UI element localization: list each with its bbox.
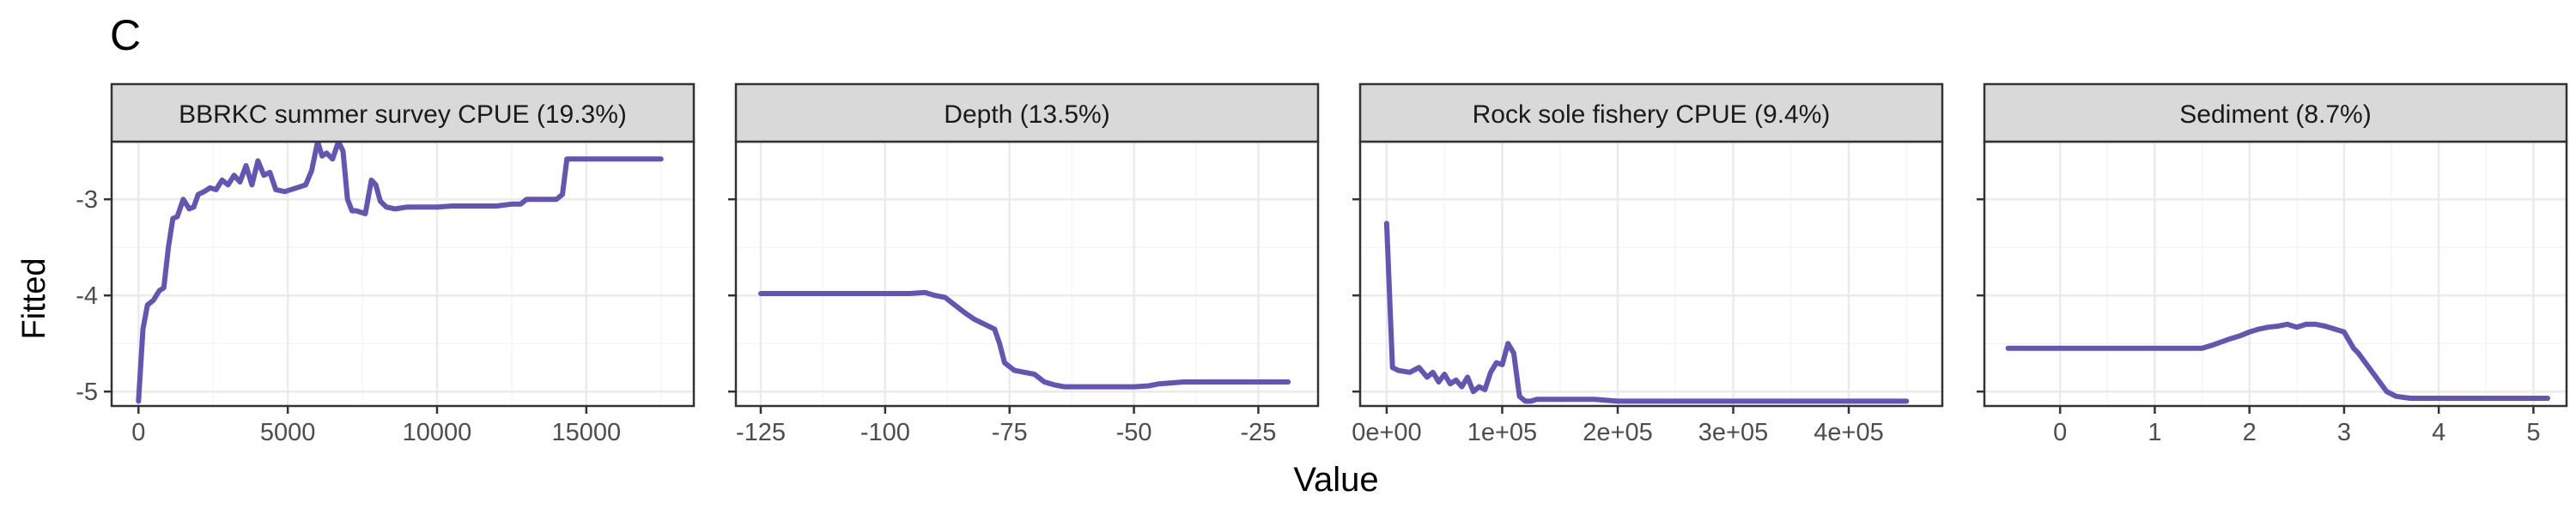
facet-panel-2: Depth (13.5%) -125 -100 -75 -50 -25 (728, 82, 1320, 446)
x-tick-label: -75 (992, 419, 1028, 446)
y-tick-label: -4 (76, 282, 98, 310)
y-tick-label: -3 (76, 186, 98, 214)
x-tick-label: 0 (131, 419, 145, 446)
x-tick-label: 4 (2432, 419, 2445, 446)
x-axis-title: Value (1293, 461, 1378, 499)
series-line (2005, 321, 2550, 401)
facet-panels: BBRKC summer survey CPUE (19.3%)0 5000 100… (76, 82, 2568, 446)
facet-strip-label: Sediment (8.7%) (2179, 100, 2371, 129)
facet-panel-3: Rock sole fishery CPUE (9.4%) 0e+00 1e+05 2… (1352, 82, 1944, 446)
x-tick-label: -125 (736, 419, 786, 446)
x-tick-label: 15000 (552, 419, 622, 446)
plot-area (1360, 142, 1942, 406)
facet-panel-1: BBRKC summer survey CPUE (19.3%) 0 5000 100… (76, 82, 696, 446)
x-tick-label: 2e+05 (1583, 419, 1652, 446)
plot-area (1984, 142, 2567, 406)
x-tick-label: 2 (2243, 419, 2257, 446)
x-tick-label: 5000 (260, 419, 316, 446)
facet-strip (1358, 82, 1944, 143)
x-tick-label: -25 (1241, 419, 1277, 446)
y-tick-label: -5 (76, 379, 98, 406)
x-tick-label: 1 (2148, 419, 2161, 446)
facet-strip-label: Depth (13.5%) (944, 100, 1109, 129)
plot-area (736, 142, 1318, 406)
x-tick-label: 1e+05 (1467, 419, 1537, 446)
x-tick-label: -100 (860, 419, 910, 446)
series-line (1383, 221, 1910, 404)
panel-tag: C (110, 11, 141, 59)
x-tick-label: 0e+00 (1352, 419, 1421, 446)
facet-strip (1983, 82, 2568, 143)
facet-strip-label: Rock sole fishery CPUE (9.4%) (1473, 100, 1831, 129)
plot-area (112, 142, 694, 406)
series-line (136, 139, 664, 404)
facet-panel-4: Sediment (8.7%) 0 1 2 3 4 5 (1977, 82, 2568, 446)
x-tick-label: 3e+05 (1698, 419, 1768, 446)
x-tick-label: 10000 (403, 419, 472, 446)
y-axis-title: Fitted (16, 258, 52, 339)
x-tick-label: 5 (2526, 419, 2540, 446)
x-tick-label: 4e+05 (1814, 419, 1883, 446)
x-tick-label: -50 (1116, 419, 1152, 446)
series-line (758, 289, 1291, 390)
facet-strip (110, 82, 696, 143)
x-tick-label: 3 (2337, 419, 2351, 446)
facet-strip-label: BBRKC summer survey CPUE (19.3%) (179, 100, 627, 129)
x-tick-label: 0 (2053, 419, 2067, 446)
facet-strip (734, 82, 1320, 143)
